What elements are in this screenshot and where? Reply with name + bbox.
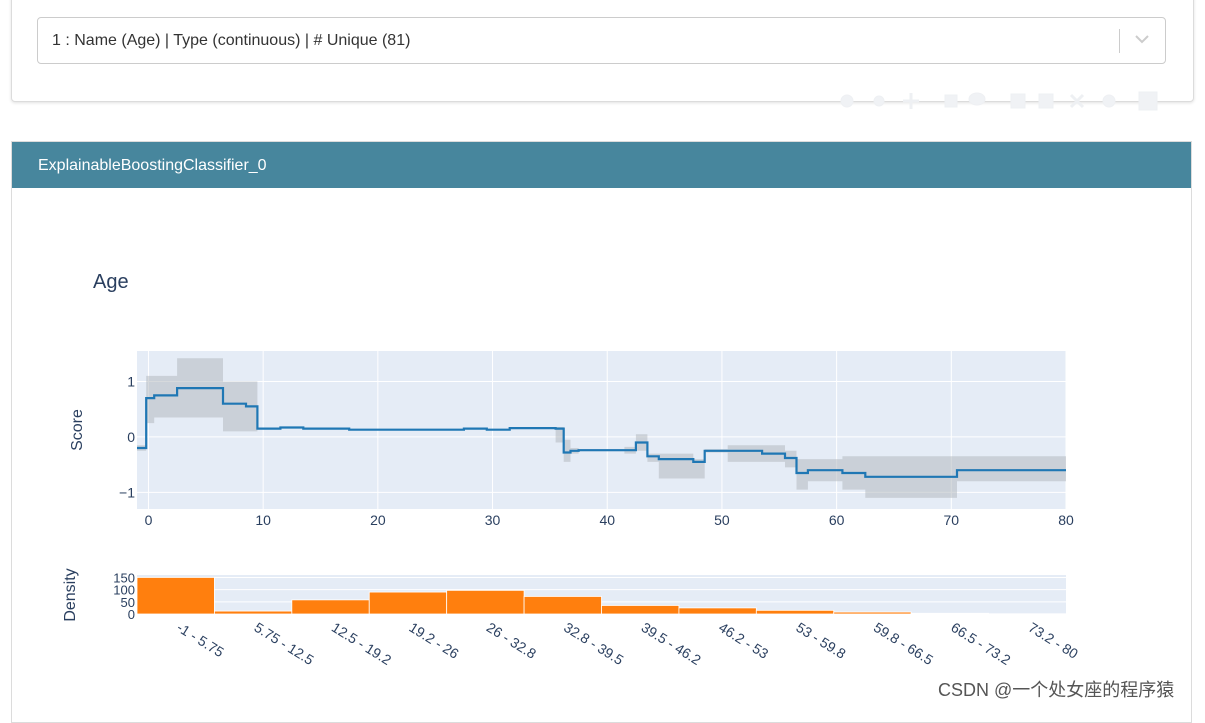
- score-x-tick-label: 80: [1058, 512, 1074, 528]
- watermark: CSDN @一个处女座的程序猿: [938, 676, 1174, 702]
- density-category-label: 32.8 - 39.5: [561, 619, 626, 668]
- score-x-tick-label: 10: [255, 512, 271, 528]
- score-x-tick-label: 30: [485, 512, 501, 528]
- density-bar: [369, 592, 446, 614]
- density-bar: [756, 610, 833, 614]
- score-axis-label: Score: [69, 409, 86, 451]
- density-y-tick-label: 0: [128, 607, 135, 622]
- chart-title: Age: [93, 271, 129, 293]
- density-bar: [214, 611, 291, 614]
- density-bar: [447, 590, 524, 614]
- density-category-label: -1 - 5.75: [174, 619, 227, 660]
- score-y-tick-label: 1: [127, 373, 135, 389]
- density-bar: [911, 613, 988, 614]
- density-category-label: 26 - 32.8: [484, 619, 540, 662]
- density-bar: [524, 596, 601, 614]
- score-x-tick-label: 60: [829, 512, 845, 528]
- density-bar: [834, 612, 911, 614]
- score-x-tick-label: 50: [714, 512, 730, 528]
- density-category-label: 53 - 59.8: [793, 619, 849, 662]
- score-x-tick-label: 20: [370, 512, 386, 528]
- density-category-label: 46.2 - 53: [716, 619, 772, 662]
- density-category-label: 5.75 - 12.5: [252, 619, 317, 668]
- score-y-tick-label: −1: [119, 484, 135, 500]
- score-x-tick-label: 70: [944, 512, 960, 528]
- density-axis-label: Density: [62, 568, 79, 621]
- density-category-label: 12.5 - 19.2: [329, 619, 394, 668]
- density-bar: [292, 600, 369, 614]
- score-y-tick-label: 0: [127, 429, 135, 445]
- score-x-ticks: 0 10 20 30 40 50 60 70 80: [145, 512, 1074, 528]
- score-x-tick-label: 0: [145, 512, 153, 528]
- density-bar: [602, 605, 679, 614]
- score-y-ticks: 1 0 −1: [119, 373, 135, 500]
- density-bar: [679, 608, 756, 614]
- density-category-label: 19.2 - 26: [406, 619, 462, 662]
- density-bar: [137, 577, 214, 614]
- density-category-label: 73.2 - 80: [1026, 619, 1082, 662]
- density-category-label: 59.8 - 66.5: [871, 619, 936, 668]
- density-category-label: 39.5 - 46.2: [639, 619, 704, 668]
- density-category-label: 66.5 - 73.2: [948, 619, 1013, 668]
- score-x-tick-label: 40: [599, 512, 615, 528]
